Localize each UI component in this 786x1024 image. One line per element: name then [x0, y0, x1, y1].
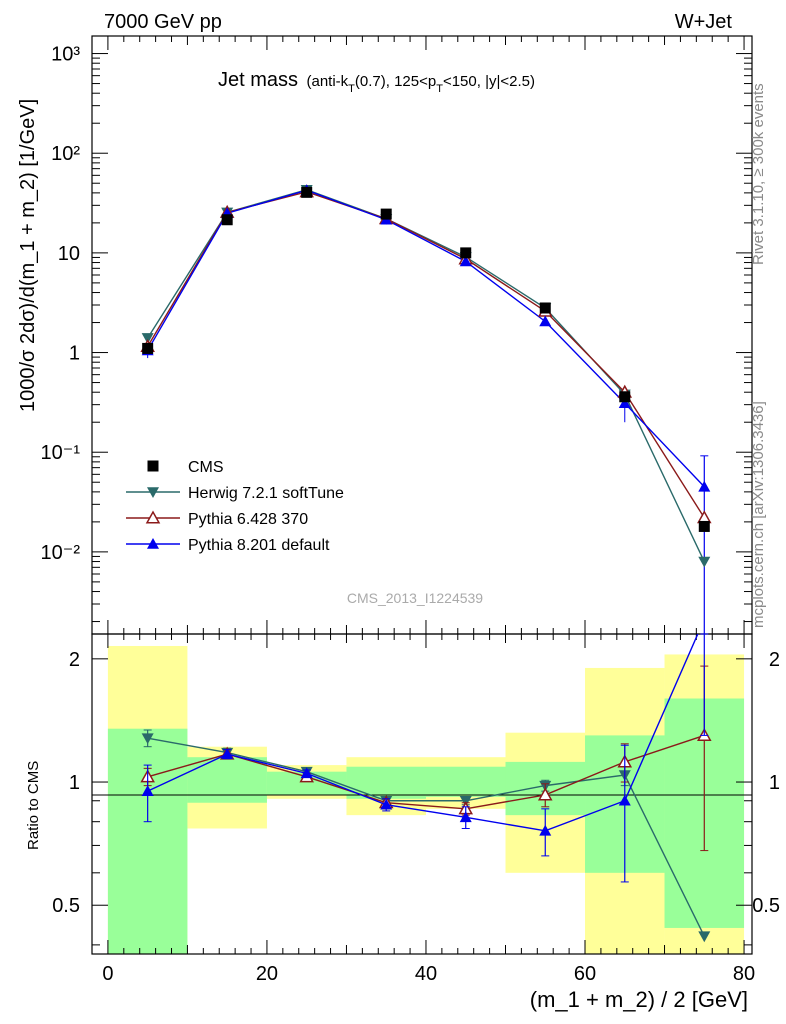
y-tick-label-top: 10²	[51, 143, 80, 165]
data-point	[619, 391, 631, 403]
data-point	[301, 186, 313, 198]
ratio-point-2	[141, 785, 154, 796]
series-point-2	[698, 480, 711, 492]
y-tick-label-top: 10³	[51, 44, 80, 66]
x-tick-label: 20	[256, 963, 278, 985]
y-tick-label-top: 10⁻¹	[41, 442, 81, 464]
legend-marker	[147, 538, 159, 549]
ratio-uncertainty-bands	[107, 645, 745, 954]
legend-marker	[147, 487, 159, 498]
ratio-point-2	[459, 811, 472, 823]
legend-marker	[145, 510, 161, 524]
series-point-2	[618, 397, 631, 409]
ratio-tick-label-right: 0.5	[752, 895, 780, 917]
ratio-point-0	[698, 931, 711, 943]
legend-label: Pythia 6.428 370	[188, 511, 308, 528]
ratio-tick-label-right: 1	[769, 772, 780, 794]
legend: CMS Herwig 7.2.1 softTune Pythia 6.428 370…	[126, 459, 344, 554]
data-point	[142, 342, 154, 354]
y-tick-label-top: 10⁻²	[41, 542, 81, 564]
ratio-point-2	[380, 798, 393, 810]
band-inner-0	[107, 728, 188, 954]
rivet-info: Rivet 3.1.10, ≥ 300k events	[750, 83, 767, 265]
series-line-2	[147, 189, 705, 488]
legend-marker	[147, 460, 159, 472]
ratio-panel-frame	[91, 633, 753, 955]
data-point	[698, 520, 710, 532]
band-inner-1	[187, 757, 267, 803]
band-inner-2	[266, 771, 347, 795]
legend-label: Herwig 7.2.1 softTune	[188, 485, 344, 502]
series-point-2	[539, 315, 552, 327]
series-line-0	[147, 189, 705, 562]
ratio-point-2	[300, 767, 313, 779]
series-point-2	[459, 255, 472, 267]
data-point	[539, 302, 551, 314]
series-point-0	[698, 556, 711, 568]
ratio-point-2	[618, 794, 631, 806]
y-axis-label-bottom: Ratio to CMS	[25, 761, 42, 850]
data-point	[221, 214, 233, 226]
main-panel-series	[140, 184, 712, 634]
header-left: 7000 GeV pp	[104, 11, 222, 33]
ratio-point-2	[221, 748, 234, 759]
y-tick-label-top: 1	[69, 343, 80, 365]
data-point	[460, 247, 472, 259]
axis-ticks: 0 20 40 60 80 10⁻² 10⁻¹ 1 10 10² 10³ 0.5 0.5 1 1 2 2	[41, 36, 780, 985]
ratio-point-1	[537, 787, 553, 801]
ratio-line-2	[147, 634, 699, 832]
x-tick-label: 0	[102, 963, 113, 985]
legend-label: CMS	[188, 459, 224, 476]
y-tick-label-top: 10	[58, 243, 80, 265]
ratio-tick-label: 0.5	[52, 895, 80, 917]
header-right: W+Jet	[675, 11, 733, 33]
y-axis-label-top: 1000/σ 2dσ)/d(m_1 + m_2) [1/GeV]	[17, 99, 39, 412]
data-point	[380, 208, 392, 220]
analysis-watermark: CMS_2013_I1224539	[347, 590, 483, 606]
legend-label: Pythia 8.201 default	[188, 537, 330, 554]
band-inner-4	[425, 766, 506, 797]
ratio-point-2	[539, 824, 552, 836]
ratio-tick-label-right: 2	[769, 649, 780, 671]
ratio-line-0	[147, 737, 705, 937]
x-axis-label: (m_1 + m_2) / 2 [GeV]	[530, 987, 748, 1012]
mcplots-info: mcplots.cern.ch [arXiv:1306.3436]	[750, 401, 767, 628]
series-point-1	[697, 510, 712, 524]
x-tick-label: 40	[415, 963, 437, 985]
ratio-tick-label: 1	[69, 772, 80, 794]
x-tick-label: 80	[733, 963, 755, 985]
plot-title: Jet mass (anti-kT(0.7), 125<pT<150, |y|<…	[218, 69, 535, 95]
ratio-point-0	[141, 733, 154, 745]
ratio-panel-series	[140, 633, 712, 943]
ratio-tick-label: 2	[69, 649, 80, 671]
series-point-0	[141, 333, 154, 344]
x-tick-label: 60	[574, 963, 596, 985]
